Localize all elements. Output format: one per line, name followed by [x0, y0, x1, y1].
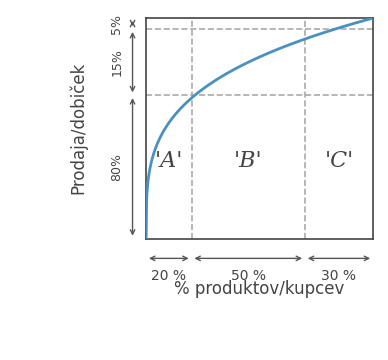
Text: 'B': 'B'	[234, 150, 263, 172]
Text: 15%: 15%	[111, 48, 123, 76]
Y-axis label: Prodaja/dobiček: Prodaja/dobiček	[69, 62, 88, 194]
Text: 80%: 80%	[111, 153, 123, 181]
Text: 'A': 'A'	[155, 150, 183, 172]
X-axis label: % produktov/kupcev: % produktov/kupcev	[174, 280, 345, 298]
Text: 'C': 'C'	[324, 150, 353, 172]
Text: 50 %: 50 %	[231, 269, 266, 283]
Text: 20 %: 20 %	[151, 269, 186, 283]
Text: 30 %: 30 %	[322, 269, 357, 283]
Text: 5%: 5%	[111, 14, 123, 33]
